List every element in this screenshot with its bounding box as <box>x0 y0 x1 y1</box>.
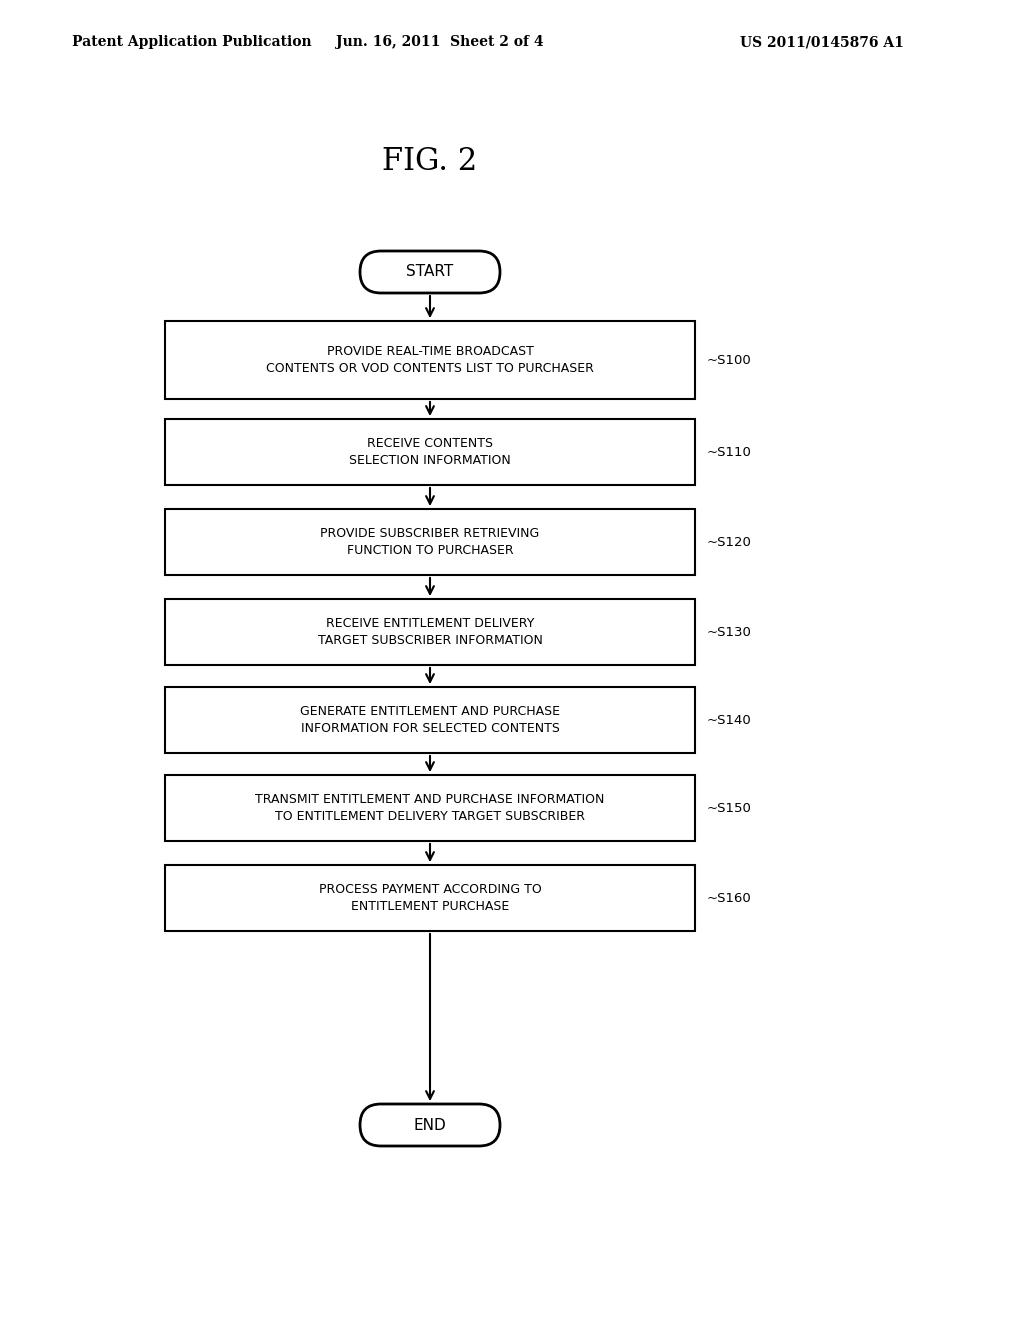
FancyBboxPatch shape <box>165 510 695 576</box>
Text: Jun. 16, 2011  Sheet 2 of 4: Jun. 16, 2011 Sheet 2 of 4 <box>336 36 544 49</box>
Text: US 2011/0145876 A1: US 2011/0145876 A1 <box>740 36 904 49</box>
Text: ~S140: ~S140 <box>707 714 752 726</box>
Text: FIG. 2: FIG. 2 <box>382 147 477 177</box>
FancyBboxPatch shape <box>165 599 695 665</box>
FancyBboxPatch shape <box>165 686 695 752</box>
Text: RECEIVE CONTENTS
SELECTION INFORMATION: RECEIVE CONTENTS SELECTION INFORMATION <box>349 437 511 467</box>
FancyBboxPatch shape <box>165 865 695 931</box>
FancyBboxPatch shape <box>165 775 695 841</box>
Text: ~S150: ~S150 <box>707 801 752 814</box>
Text: GENERATE ENTITLEMENT AND PURCHASE
INFORMATION FOR SELECTED CONTENTS: GENERATE ENTITLEMENT AND PURCHASE INFORM… <box>300 705 560 735</box>
Text: PROCESS PAYMENT ACCORDING TO
ENTITLEMENT PURCHASE: PROCESS PAYMENT ACCORDING TO ENTITLEMENT… <box>318 883 542 913</box>
Text: ~S100: ~S100 <box>707 354 752 367</box>
Text: ~S130: ~S130 <box>707 626 752 639</box>
Text: Patent Application Publication: Patent Application Publication <box>72 36 311 49</box>
FancyBboxPatch shape <box>165 321 695 399</box>
FancyBboxPatch shape <box>360 1104 500 1146</box>
Text: PROVIDE REAL-TIME BROADCAST
CONTENTS OR VOD CONTENTS LIST TO PURCHASER: PROVIDE REAL-TIME BROADCAST CONTENTS OR … <box>266 345 594 375</box>
Text: START: START <box>407 264 454 280</box>
Text: RECEIVE ENTITLEMENT DELIVERY
TARGET SUBSCRIBER INFORMATION: RECEIVE ENTITLEMENT DELIVERY TARGET SUBS… <box>317 616 543 647</box>
Text: TRANSMIT ENTITLEMENT AND PURCHASE INFORMATION
TO ENTITLEMENT DELIVERY TARGET SUB: TRANSMIT ENTITLEMENT AND PURCHASE INFORM… <box>255 793 605 822</box>
Text: ~S160: ~S160 <box>707 891 752 904</box>
FancyBboxPatch shape <box>165 418 695 484</box>
FancyBboxPatch shape <box>360 251 500 293</box>
Text: ~S110: ~S110 <box>707 446 752 458</box>
Text: END: END <box>414 1118 446 1133</box>
Text: PROVIDE SUBSCRIBER RETRIEVING
FUNCTION TO PURCHASER: PROVIDE SUBSCRIBER RETRIEVING FUNCTION T… <box>321 527 540 557</box>
Text: ~S120: ~S120 <box>707 536 752 549</box>
